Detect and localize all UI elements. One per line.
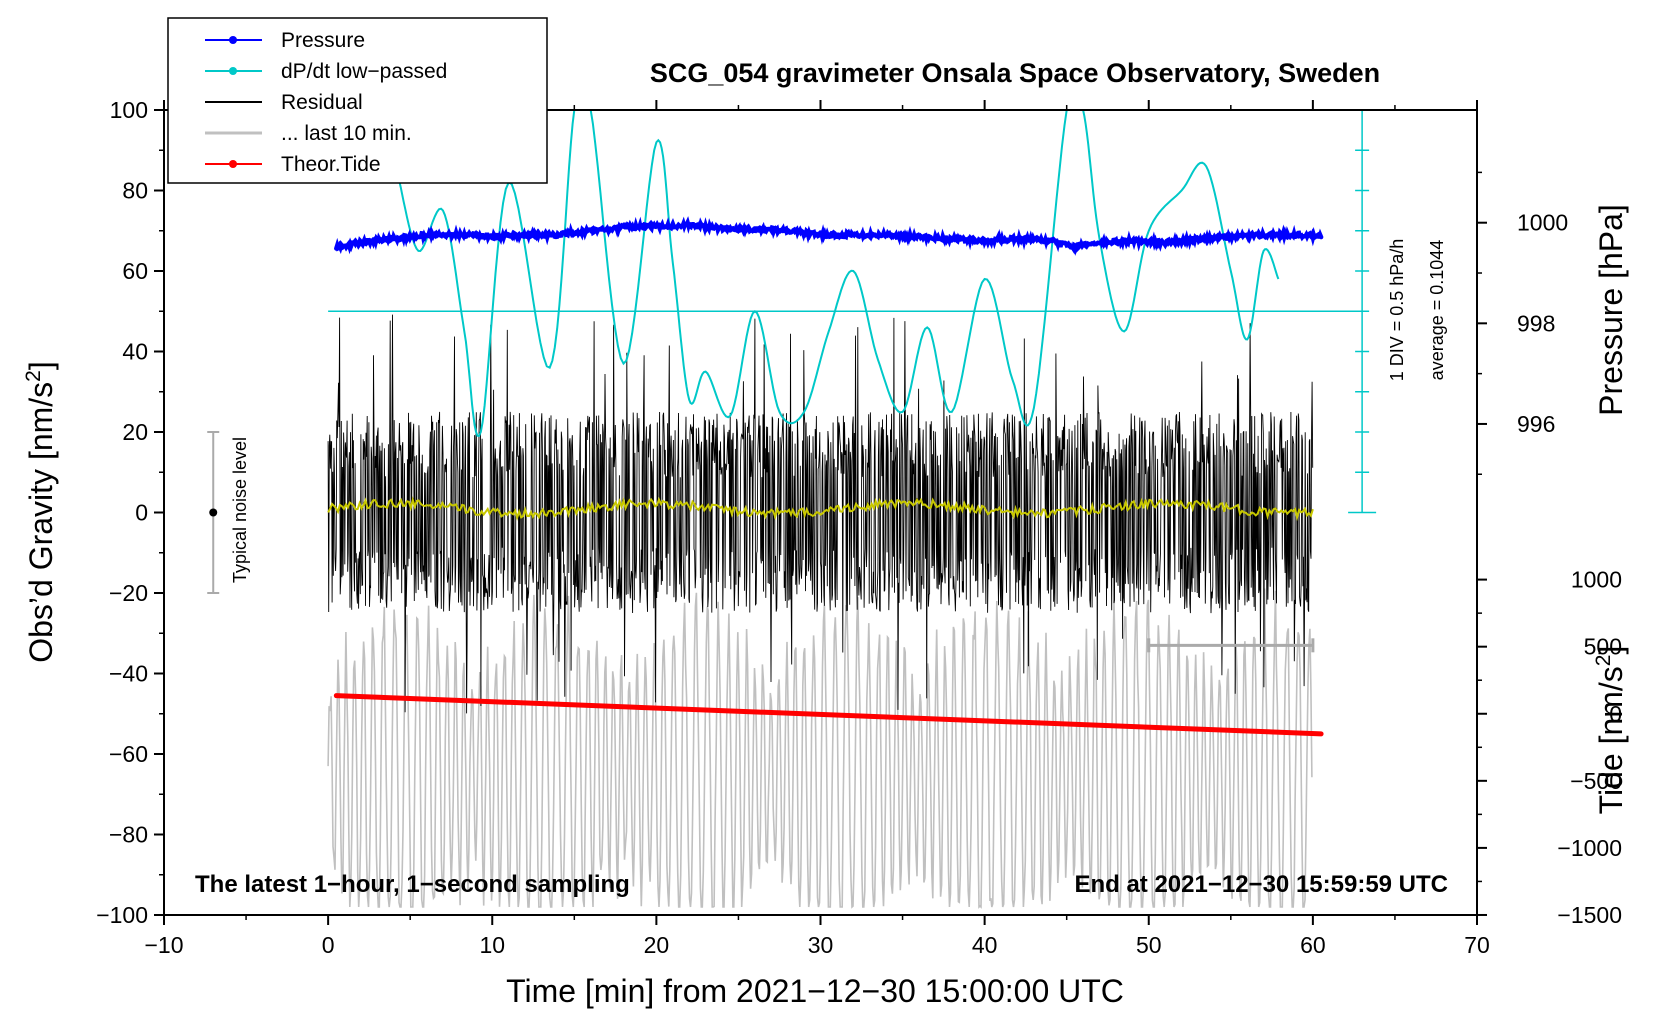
legend-swatch-marker bbox=[229, 160, 237, 168]
y-tick-label: −80 bbox=[109, 822, 148, 848]
legend-label: dP/dt low−passed bbox=[281, 60, 447, 83]
tide-tick-label: 0 bbox=[1609, 701, 1622, 727]
residual-line bbox=[327, 314, 1314, 714]
y-tick-label: −20 bbox=[109, 580, 148, 606]
x-tick-label: 60 bbox=[1300, 932, 1326, 958]
last-10-min-series bbox=[327, 588, 1313, 909]
tide-tick-label: −1000 bbox=[1557, 835, 1622, 861]
y-tick-label: 80 bbox=[122, 178, 148, 204]
running-mean-series bbox=[327, 496, 1314, 522]
axes: −10 0 10 20 30 40 50 60 70−100−80−60−40−20020406… bbox=[96, 97, 1622, 958]
x-tick-label: 70 bbox=[1464, 932, 1490, 958]
dpdt-series bbox=[328, 109, 1377, 514]
y-tick-label: −100 bbox=[96, 902, 148, 928]
y-tick-label: −60 bbox=[109, 741, 148, 767]
running-mean-line bbox=[327, 496, 1314, 522]
y-tick-label: 60 bbox=[122, 258, 148, 284]
legend-label: Theor.Tide bbox=[281, 153, 381, 176]
y-tick-label: 20 bbox=[122, 419, 148, 445]
legend-label: Pressure bbox=[281, 29, 365, 52]
pressure-tick-label: 998 bbox=[1517, 310, 1555, 336]
legend-label: ... last 10 min. bbox=[281, 122, 412, 145]
pressure-tick-label: 996 bbox=[1517, 411, 1555, 437]
tide-tick-label: 500 bbox=[1584, 634, 1622, 660]
sampling-annotation: The latest 1−hour, 1−second sampling bbox=[195, 871, 630, 898]
dpdt-line bbox=[397, 109, 1280, 437]
tide-tick-label: −1500 bbox=[1557, 902, 1622, 928]
pressure-line bbox=[334, 216, 1324, 256]
x-tick-label: 50 bbox=[1136, 932, 1162, 958]
noise-level-label: Typical noise level bbox=[230, 437, 250, 583]
y-tick-label: −40 bbox=[109, 661, 148, 687]
legend-swatch-marker bbox=[229, 36, 237, 44]
tide-axis-label: Tide [nm/s2] bbox=[1592, 646, 1629, 815]
y-axis-label: Obs’d Gravity [nm/s2] bbox=[22, 361, 59, 663]
end-time-annotation: End at 2021−12−30 15:59:59 UTC bbox=[1074, 871, 1448, 898]
pressure-tick-label: 1000 bbox=[1517, 210, 1568, 236]
x-tick-label: 30 bbox=[808, 932, 834, 958]
pressure-axis-label: Pressure [hPa] bbox=[1593, 204, 1629, 416]
y-tick-label: 0 bbox=[135, 500, 148, 526]
tide-line bbox=[333, 693, 1324, 737]
tide-tick-label: 1000 bbox=[1571, 567, 1622, 593]
dpdt-division-label: 1 DIV = 0.5 hPa/h bbox=[1387, 239, 1407, 382]
tide-tick-label: −500 bbox=[1570, 768, 1622, 794]
pressure-series bbox=[334, 216, 1324, 256]
x-tick-label: 0 bbox=[322, 932, 335, 958]
x-tick-label: 40 bbox=[972, 932, 998, 958]
dpdt-average-label: average = 0.1044 bbox=[1427, 240, 1447, 381]
legend-box bbox=[167, 17, 548, 184]
y-tick-label: 100 bbox=[110, 97, 148, 123]
x-tick-label: −10 bbox=[144, 932, 183, 958]
y-tick-label: 40 bbox=[122, 339, 148, 365]
legend-swatch-marker bbox=[229, 67, 237, 75]
chart-extras bbox=[207, 431, 1315, 653]
chart-title: SCG_054 gravimeter Onsala Space Observat… bbox=[650, 58, 1380, 88]
legend: Pressure dP/dt low−passed Residual ... last… bbox=[205, 29, 447, 176]
x-axis-label: Time [min] from 2021−12−30 15:00:00 UTC bbox=[506, 973, 1124, 1009]
theoretical-tide-series bbox=[333, 693, 1324, 737]
x-tick-label: 10 bbox=[479, 932, 505, 958]
noise-level-dot bbox=[209, 508, 218, 517]
legend-label: Residual bbox=[281, 91, 363, 114]
residual-series bbox=[327, 314, 1314, 714]
x-tick-label: 20 bbox=[644, 932, 670, 958]
last-10-min-line bbox=[327, 588, 1313, 909]
